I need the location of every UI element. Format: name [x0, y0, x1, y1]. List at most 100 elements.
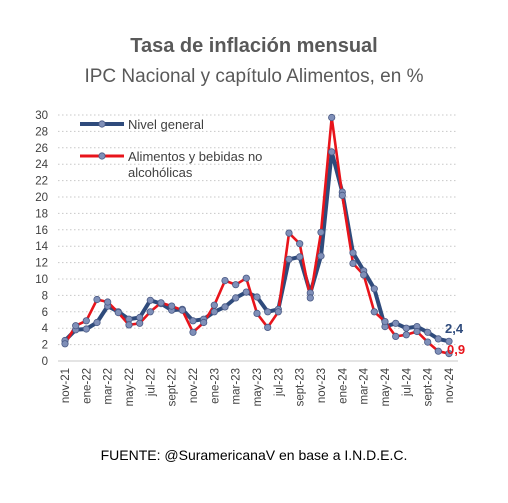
point-alimentos [93, 295, 101, 304]
x-tick-label: nov-23 [316, 368, 328, 403]
point-alimentos [424, 338, 432, 346]
x-axis-ticks: nov-21 ene-22 mar-22 may-22 jul-22 sept-22 nov… [60, 367, 456, 406]
point-alimentos [114, 308, 122, 317]
point-general [82, 325, 90, 333]
point-alimentos [370, 308, 378, 316]
y-tick-label: 24 [35, 159, 48, 171]
point-general [370, 285, 378, 293]
point-general [402, 324, 410, 332]
point-general [221, 303, 229, 311]
y-tick-label: 6 [42, 307, 48, 319]
point-general [146, 296, 154, 304]
point-alimentos [82, 317, 90, 325]
point-general [232, 294, 240, 302]
point-general [317, 252, 325, 260]
y-tick-label: 4 [42, 323, 49, 335]
point-general [253, 293, 261, 301]
x-tick-label: sept-24 [423, 367, 435, 406]
y-tick-label: 28 [35, 126, 48, 138]
y-tick-label: 2 [42, 340, 48, 352]
point-alimentos [61, 340, 69, 348]
y-tick-label: 26 [35, 143, 48, 155]
x-tick-label: jul-24 [401, 367, 413, 397]
point-alimentos [125, 321, 133, 329]
x-tick-label: nov-24 [444, 367, 456, 403]
end-label-general: 2,4 [445, 321, 464, 336]
x-tick-label: may-23 [252, 368, 264, 406]
point-alimentos [157, 299, 165, 307]
y-tick-label: 20 [35, 192, 48, 204]
legend: Nivel general Alimentos y bebidas no alc… [80, 117, 262, 180]
point-general [242, 288, 250, 296]
y-tick-label: 30 [35, 110, 48, 122]
point-alimentos [146, 308, 154, 316]
x-tick-label: sept-23 [295, 368, 307, 406]
point-alimentos [413, 327, 421, 336]
point-alimentos [168, 302, 176, 310]
point-alimentos [445, 349, 453, 358]
legend-marker-general [98, 120, 106, 128]
end-label-alimentos: 0,9 [447, 342, 465, 357]
point-general [349, 249, 357, 257]
y-tick-label: 16 [35, 225, 48, 237]
point-general [93, 318, 101, 327]
point-general [392, 319, 400, 327]
x-tick-label: nov-22 [188, 368, 200, 403]
point-alimentos [136, 319, 144, 327]
point-alimentos [210, 301, 218, 309]
point-alimentos [242, 274, 250, 282]
point-alimentos [306, 294, 314, 302]
x-tick-label: jul-22 [145, 368, 157, 397]
x-tick-label: mar-22 [103, 368, 115, 404]
y-tick-label: 14 [35, 241, 48, 253]
x-tick-label: jul-23 [273, 368, 285, 397]
x-tick-label: may-24 [380, 367, 392, 406]
x-tick-label: nov-21 [60, 368, 72, 403]
chart-title: Tasa de inflación mensual [130, 35, 378, 57]
point-alimentos [349, 259, 357, 267]
legend-marker-alimentos [98, 152, 106, 160]
point-alimentos [296, 240, 304, 248]
point-general [434, 335, 442, 343]
point-alimentos [285, 229, 293, 237]
point-alimentos [360, 271, 368, 279]
legend-label-alimentos-line1: Alimentos y bebidas no [128, 149, 262, 164]
y-tick-label: 12 [35, 258, 48, 270]
point-alimentos [72, 322, 80, 330]
point-alimentos [392, 332, 400, 340]
x-tick-label: sept-22 [167, 368, 179, 406]
source-note: FUENTE: @SuramericanaV en base a I.N.D.E… [100, 447, 408, 463]
point-alimentos [264, 323, 272, 331]
x-tick-label: may-22 [124, 368, 136, 406]
x-tick-label: ene-23 [209, 368, 221, 404]
point-alimentos [434, 347, 442, 355]
point-general [424, 328, 432, 336]
point-alimentos [253, 309, 261, 317]
point-alimentos [104, 298, 112, 306]
legend-label-general: Nivel general [128, 117, 204, 132]
point-general [328, 148, 336, 156]
x-tick-label: mar-23 [231, 368, 243, 404]
point-alimentos [189, 328, 197, 336]
point-general [210, 308, 218, 316]
legend-label-alimentos-line2: alcohólicas [128, 165, 193, 180]
series-lines [61, 113, 453, 358]
point-alimentos [232, 281, 240, 289]
y-tick-label: 18 [35, 208, 48, 220]
point-alimentos [381, 317, 389, 326]
point-general [445, 337, 453, 345]
point-alimentos [338, 191, 346, 199]
point-alimentos [328, 113, 336, 122]
point-alimentos [317, 228, 325, 236]
point-alimentos [200, 318, 208, 327]
y-tick-label: 0 [42, 356, 48, 368]
point-general [189, 317, 197, 325]
y-tick-label: 8 [42, 290, 48, 302]
point-general [285, 255, 293, 263]
point-general [296, 253, 304, 261]
chart-subtitle: IPC Nacional y capítulo Alimentos, en % [84, 66, 424, 87]
point-alimentos [221, 276, 229, 285]
y-tick-label: 22 [35, 176, 48, 188]
